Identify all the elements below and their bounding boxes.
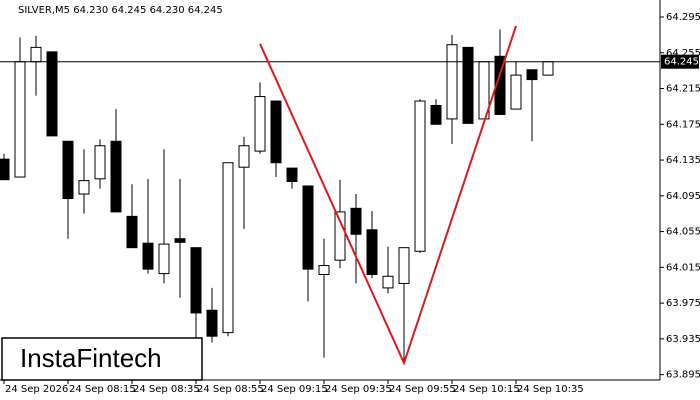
bull-body xyxy=(158,243,170,275)
current-price-box xyxy=(661,54,699,69)
y-tick-label: 64.175 xyxy=(666,119,700,130)
x-tick-label: 24 Sep 09:35 xyxy=(325,384,392,395)
bear-body xyxy=(350,207,362,235)
header: SILVER,M5 64.230 64.245 64.230 64.245 xyxy=(18,5,223,16)
bear-body xyxy=(62,140,74,199)
x-tick-label: 24 Sep 08:35 xyxy=(133,384,200,395)
y-tick-label: 64.255 xyxy=(666,48,700,59)
current-price-label: 64.245 xyxy=(664,57,699,68)
logo: InstaFintech xyxy=(20,343,162,373)
y-tick-label: 64.215 xyxy=(666,84,700,95)
bear-body xyxy=(286,167,298,183)
bear-body xyxy=(206,309,218,337)
bull-body xyxy=(398,247,410,284)
bull-body xyxy=(78,180,90,195)
y-tick-label: 64.055 xyxy=(666,227,700,238)
bull-body xyxy=(510,74,522,110)
bear-body xyxy=(126,215,138,249)
y-tick-label: 63.935 xyxy=(666,334,700,345)
logo-box xyxy=(1,337,203,381)
bear-body xyxy=(270,100,282,164)
x-tick-label: 24 Sep 09:55 xyxy=(389,384,456,395)
x-tick-label: 24 Sep 10:35 xyxy=(517,384,584,395)
bull-body xyxy=(382,275,394,289)
x-tick-label: 24 Sep 10:15 xyxy=(453,384,520,395)
bull-body xyxy=(446,44,458,120)
bull-body xyxy=(94,145,106,180)
bull-body xyxy=(238,145,250,168)
x-tick-label: 24 Sep 08:15 xyxy=(69,384,136,395)
bear-body xyxy=(302,185,314,270)
bear-body xyxy=(430,105,442,125)
bear-body xyxy=(462,46,474,124)
bull-body xyxy=(542,61,554,76)
x-tick-label: 24 Sep 2026 xyxy=(5,384,68,395)
bear-body xyxy=(0,158,10,181)
bear-body xyxy=(142,242,154,270)
bear-body xyxy=(110,140,122,213)
bull-body xyxy=(254,96,266,152)
x-tick-label: 24 Sep 09:15 xyxy=(261,384,328,395)
bull-body xyxy=(318,265,330,275)
y-tick-label: 64.295 xyxy=(666,12,700,23)
bear-body xyxy=(174,238,186,243)
bull-body xyxy=(334,211,346,261)
bear-body xyxy=(526,69,538,81)
y-tick-label: 63.895 xyxy=(666,370,700,381)
bull-body xyxy=(30,46,42,63)
y-tick-label: 64.135 xyxy=(666,155,700,166)
y-tick-label: 63.975 xyxy=(666,298,700,309)
bear-body xyxy=(46,51,58,137)
pattern-line xyxy=(259,25,517,366)
y-tick-label: 64.095 xyxy=(666,191,700,202)
bear-body xyxy=(190,247,202,314)
bull-body xyxy=(222,162,234,334)
bull-body xyxy=(414,100,426,252)
y-tick-label: 64.015 xyxy=(666,262,700,273)
x-tick-label: 24 Sep 08:55 xyxy=(197,384,264,395)
bear-body xyxy=(494,55,506,115)
bear-body xyxy=(366,229,378,275)
plot-area xyxy=(0,25,660,366)
bull-body xyxy=(14,61,26,178)
